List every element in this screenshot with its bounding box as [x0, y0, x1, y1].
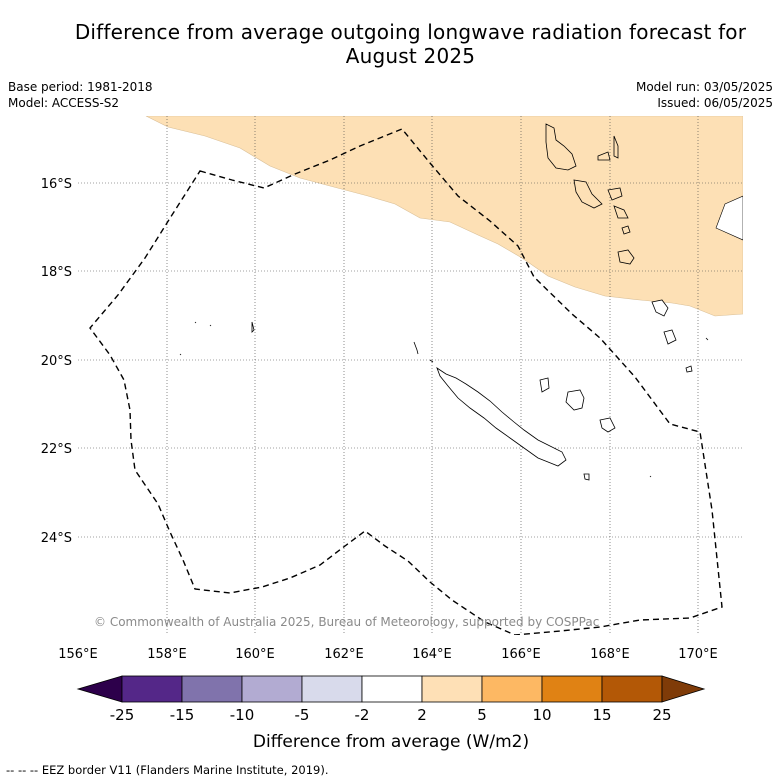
meta-right: Model run: 03/05/2025 Issued: 06/05/2025 [636, 79, 773, 111]
title-line-1: Difference from average outgoing longwav… [74, 20, 747, 44]
distant-islets [651, 299, 709, 373]
colorbar-label: 15 [592, 706, 611, 724]
lon-label-166e: 166°E [501, 647, 541, 662]
positive-anomaly-region [145, 116, 743, 317]
colorbar-segment [121, 675, 183, 703]
colorbar-segment [481, 675, 543, 703]
eez-footnote: -- -- -- EEZ border V11 (Flanders Marine… [6, 763, 329, 777]
lon-tick-labels: 156°E 158°E 160°E 162°E 164°E 166°E 168°… [58, 647, 718, 662]
lat-label-16s: 16°S [41, 177, 72, 192]
colorbar-low-arrow [76, 675, 123, 703]
lon-label-168e: 168°E [590, 647, 630, 662]
colorbar-segment [361, 675, 423, 703]
base-period: Base period: 1981-2018 [8, 80, 153, 94]
chart-title: Difference from average outgoing longwav… [20, 20, 781, 68]
colorbar-segment [181, 675, 243, 703]
colorbar: -25 -15 -10 -5 -2 2 5 10 15 25 Differenc… [76, 675, 706, 752]
model-name: Model: ACCESS-S2 [8, 96, 120, 110]
title-line-2: August 2025 [345, 44, 476, 68]
colorbar-label: 2 [417, 706, 427, 724]
colorbar-label: 10 [532, 706, 551, 724]
colorbar-label: -15 [170, 706, 195, 724]
meta-left: Base period: 1981-2018 Model: ACCESS-S2 [8, 79, 153, 111]
new-caledonia-island [436, 366, 567, 467]
lat-label-22s: 22°S [41, 442, 72, 457]
lon-label-164e: 164°E [412, 647, 452, 662]
vanuatu-islands [545, 123, 635, 265]
colorbar-label: 25 [652, 706, 671, 724]
colorbar-title: Difference from average (W/m2) [253, 732, 529, 752]
lat-label-18s: 18°S [41, 265, 72, 280]
loyalty-islands [539, 377, 616, 433]
colorbar-segment [541, 675, 603, 703]
colorbar-label: 5 [477, 706, 487, 724]
small-islets [179, 321, 652, 481]
lat-tick-labels: 16°S 18°S 20°S 22°S 24°S [41, 177, 72, 546]
colorbar-high-arrow [661, 675, 706, 703]
colorbar-label: -10 [230, 706, 255, 724]
model-run: Model run: 03/05/2025 [635, 80, 773, 94]
colorbar-label: -25 [110, 706, 135, 724]
issued-date: Issued: 06/05/2025 [657, 96, 773, 110]
lon-label-170e: 170°E [678, 647, 718, 662]
lon-label-156e: 156°E [58, 647, 98, 662]
colorbar-label: -2 [355, 706, 370, 724]
colorbar-segment [421, 675, 483, 703]
gridlines [78, 116, 743, 635]
lon-label-158e: 158°E [147, 647, 187, 662]
lat-label-20s: 20°S [41, 354, 72, 369]
colorbar-label: -5 [295, 706, 310, 724]
colorbar-segment [301, 675, 363, 703]
lon-label-162e: 162°E [324, 647, 364, 662]
lat-label-24s: 24°S [41, 531, 72, 546]
eez-border [89, 128, 723, 635]
credit-text: © Commonwealth of Australia 2025, Bureau… [94, 615, 599, 629]
colorbar-segment [241, 675, 303, 703]
lon-label-160e: 160°E [235, 647, 275, 662]
map-plot-area: © Commonwealth of Australia 2025, Bureau… [78, 116, 743, 635]
land-gap [715, 195, 743, 241]
colorbar-segment [601, 675, 663, 703]
